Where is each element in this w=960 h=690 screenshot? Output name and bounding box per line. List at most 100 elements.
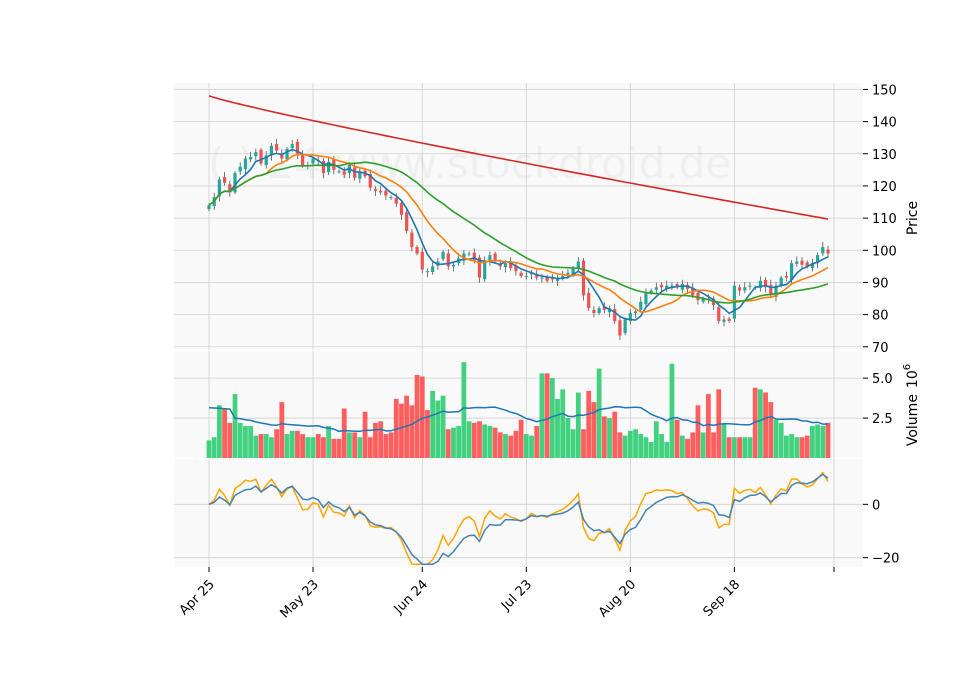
candle-body [758,280,762,289]
volume-bar [289,430,295,458]
volume-bar [737,437,742,458]
price-panel-background [174,83,863,350]
candle-body [290,144,294,149]
volume-bar [263,434,269,458]
candle-body [727,318,731,322]
volume-bar [217,405,222,458]
volume-bar [383,434,389,458]
volume-bar [399,403,404,458]
candle-body [737,287,742,291]
volume-bar [721,424,727,458]
volume-bar [409,405,415,458]
price-tick-label: 140 [872,116,897,131]
volume-axis-exponent-base: 10 [905,370,921,388]
volume-bar [617,432,623,458]
candle-body [602,306,606,310]
volume-bar [456,426,462,458]
candle-body [425,271,430,273]
candle-body [337,171,341,173]
volume-bar [227,422,233,458]
candle-body [519,272,523,277]
candle-body [311,158,315,164]
candle-body [576,261,580,269]
candle-body [628,313,632,322]
volume-panel [206,362,831,458]
candle-body [249,156,253,160]
candle-body [384,190,388,196]
volume-bar [315,434,321,458]
volume-bar [440,395,446,458]
volume-bar [258,434,264,458]
volume-bar [373,422,378,458]
candle-body [238,166,242,172]
candle-body [264,155,268,166]
volume-axis-label-text: Volume [905,394,921,446]
volume-bar [653,421,659,458]
x-tick-label: Jun 24 [391,577,431,617]
candle-body [509,262,513,268]
volume-bar [607,418,612,458]
candle-body [259,149,263,164]
volume-bar [404,395,410,458]
volume-bar [700,432,706,458]
oscillator-panel [208,471,829,566]
price-tick-label: 150 [872,83,897,98]
candle-body [431,266,435,272]
moving-average-line [208,161,829,304]
candle-body [446,253,450,267]
volume-bar [633,429,638,458]
volume-moving-average [208,406,829,433]
candle-body [571,267,575,276]
volume-bar [253,435,259,458]
candle-body [389,197,393,199]
volume-bar [336,438,342,458]
candle-body [659,284,664,288]
candle-body [644,292,648,305]
candle-body [722,319,726,322]
candle-body [581,260,586,296]
volume-axis-exponent-power: 6 [902,364,913,370]
volume-bar [575,392,581,458]
volume-bar [570,429,576,458]
volume-bar [529,435,534,458]
candle-body [275,144,279,151]
volume-bar [726,437,732,458]
price-panel [207,95,830,340]
candle-body [701,298,705,302]
candle-body [368,173,372,188]
candle-body [717,307,721,322]
candle-body [826,249,830,254]
volume-bar [794,437,800,458]
volume-bar [638,434,644,458]
volume-bar [284,434,290,458]
volume-bar [243,426,248,458]
volume-bar [669,363,675,458]
candle-body [285,148,289,160]
candle-body [415,247,419,254]
candle-body [592,309,596,314]
candle-body [774,285,778,297]
candle-body [483,261,487,280]
volume-bar [232,394,238,458]
candle-body [769,284,773,296]
price-tick-label: 100 [872,244,897,259]
volume-bar [508,435,514,458]
volume-bar [679,435,685,458]
volume-bar [763,392,768,458]
candle-body [207,205,211,210]
price-tick-label: 90 [872,276,889,291]
price-tick-label: 120 [872,180,897,195]
candle-body [217,179,222,197]
candle-body [779,277,783,286]
candle-body [223,177,227,183]
volume-bar [815,424,820,458]
volume-bar [503,434,508,458]
volume-bar [711,432,716,458]
candle-body [654,287,658,290]
volume-bar [523,434,529,458]
volume-bar [659,434,664,458]
candle-body [665,285,669,289]
candle-body [228,184,232,193]
volume-bar [222,408,227,458]
candle-body [233,173,237,193]
